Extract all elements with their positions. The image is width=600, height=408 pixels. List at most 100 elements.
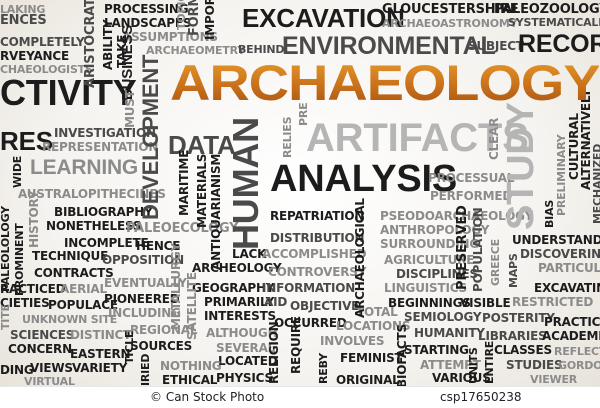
words-word: ACADEMIC	[542, 329, 600, 343]
words-word: PROCESSING	[104, 2, 189, 16]
words-word: AUSTRALOPITHECINES	[18, 187, 166, 201]
words-word: ANTHROPOLOGY	[380, 223, 490, 237]
words-word: BIBLIOGRAPHY	[54, 205, 153, 219]
words-word: LOCATED	[218, 354, 278, 368]
words-word: DISTINCT	[70, 328, 132, 342]
words-word: ALTHOUGH	[206, 326, 278, 340]
vwords-word: HUMAN	[225, 117, 266, 250]
words-word: LANDSCAPES	[104, 16, 192, 30]
vwords-word: CLEAR	[487, 117, 501, 160]
vwords-word: ABILITY	[101, 19, 115, 71]
words-word: DISCOVERING	[520, 247, 600, 261]
words-word: OPPOSITION	[102, 253, 184, 267]
words-word: NONETHELESS	[46, 219, 142, 233]
words-word: LIBRARIES	[478, 329, 547, 343]
words-word: OCCURRED	[274, 316, 347, 330]
vwords-word: MUST	[123, 90, 137, 128]
vwords-word: DEVELOPMENT	[138, 54, 163, 220]
vwords-word: RELIGION	[267, 321, 281, 384]
words-word: SUBJECT	[468, 39, 524, 53]
vwords-word: CULTURAL	[567, 113, 581, 180]
words-word: EVENTUALLY	[104, 276, 187, 290]
words-word: GORDO	[558, 359, 600, 372]
words-word: ACCOMPLISHED	[262, 247, 367, 261]
words-word: DISCIPLINES	[396, 267, 478, 281]
vwords-word: HISTORY	[27, 190, 41, 248]
words-word: EXCAVATION	[242, 3, 405, 33]
words-word: SEVERAL	[216, 341, 276, 355]
words-word: LINGUISTICS	[384, 281, 467, 295]
words-word: UNKNOWN SITE	[22, 313, 118, 326]
vwords-word: PRESERVED	[455, 205, 470, 290]
vwords-word: IRIED	[139, 353, 152, 386]
vwords-word: REQUIRE	[289, 316, 303, 374]
words-word: RVEYANCE	[0, 49, 69, 63]
words-word: AGRICULTURE	[384, 253, 475, 267]
words-word: VISIBLE	[460, 296, 511, 310]
words-word: ORIGINAL	[336, 373, 400, 387]
words-word: SOURCES	[130, 339, 193, 353]
words-word: NOTHING	[160, 359, 222, 373]
vwords-word: SATELLITE	[185, 272, 199, 340]
vwords-word: PALEOLOLOGY	[0, 206, 12, 292]
words-word: PARTICULA	[538, 261, 600, 275]
watermark-id: csp17650238	[440, 390, 522, 404]
words-word: ARTIFACTS	[306, 116, 529, 160]
vwords-word: PRELIMINARY	[555, 134, 568, 216]
words-word: DATA	[168, 130, 236, 160]
words-word: SURROUNDING	[380, 237, 479, 251]
words-word: CONTRACTS	[34, 266, 114, 280]
vwords-word: WIDE	[11, 155, 24, 188]
words-word: REFLECT	[554, 345, 600, 358]
words-word: SCIENCES	[10, 328, 75, 342]
words-word: PALEOZOOLOGY	[494, 2, 600, 17]
words-word: CONTROVERSY	[268, 265, 367, 279]
words-word: TECHNIQUE	[32, 249, 109, 263]
vwords-word: TAKE	[115, 34, 129, 68]
words-word: OBJECTIVE	[290, 299, 360, 313]
words-word: POPULACE	[48, 298, 118, 312]
vwords-word: BIAS	[543, 199, 556, 228]
words-word: RES	[0, 126, 53, 156]
words-word: SEMIOLOGY	[404, 310, 482, 324]
words-word: INVESTIGATION	[54, 126, 156, 140]
words-word: VIRTUAL	[24, 375, 75, 388]
words-word: PSEODOARCHAEOLOGY	[380, 209, 534, 223]
words-word: STUDIES	[506, 358, 563, 372]
vwords-word: MATERIALS	[195, 153, 209, 228]
vwords-word: UNITS	[467, 347, 480, 384]
words-word: PRACTICA	[544, 315, 600, 329]
vwords-word: TICLE	[123, 330, 136, 364]
words-word: PIONEERED	[104, 292, 180, 306]
words-word: UNDERSTANDING	[512, 233, 600, 247]
words-word: CTIVITY	[0, 72, 137, 113]
vwords-word: GREECE	[489, 239, 502, 286]
words-word: REPRESENTATION	[42, 140, 159, 154]
words-word: CHAEOLOGISTS	[0, 63, 93, 76]
vwords-word: ARCHAEOLOGICAL	[353, 198, 367, 318]
words-word: INVOLVES	[320, 334, 385, 348]
words-word: TOTAL	[356, 305, 398, 319]
words-word: AID	[264, 295, 288, 309]
vwords-word: RELIES	[281, 116, 294, 158]
words-word: ASSUMPTIONS	[122, 30, 218, 44]
vwords-word: MAPS	[507, 253, 520, 288]
hero-word: ARCHAEOLOGY	[170, 55, 600, 111]
vwords-word: STUDY	[500, 102, 542, 230]
words-word: POSTERITY	[482, 311, 555, 325]
words-word: PRIMARILY	[204, 295, 275, 309]
watermark-bar	[0, 386, 600, 408]
words-word: INCOMPLETE	[64, 236, 149, 250]
vwords-word: TOPICS	[175, 0, 188, 30]
words-word: FEMINIST	[340, 351, 403, 365]
words-word: EASTERN	[70, 347, 131, 361]
words-word: VARIOUS	[432, 371, 491, 385]
words-word: GEOGRAPHY	[192, 281, 275, 295]
vwords-word: BIOFACTS	[395, 324, 409, 388]
words-word: BEHIND	[238, 43, 285, 56]
words-word: LOCATIONS	[336, 319, 411, 333]
words-word: PERFORMED	[430, 189, 513, 203]
words-word: PALEOECOLOGY	[126, 221, 239, 236]
words-word: RESTRICTED	[512, 295, 594, 309]
